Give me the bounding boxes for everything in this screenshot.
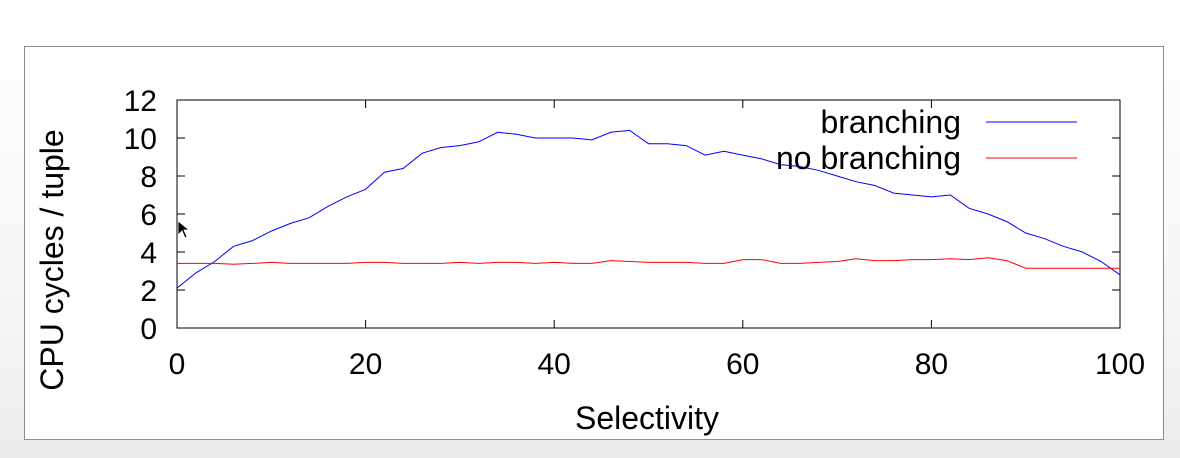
x-tick-label: 80 <box>915 348 948 381</box>
y-tick-label: 8 <box>140 161 157 194</box>
x-axis-label: Selectivity <box>575 400 719 436</box>
legend-label: branching <box>820 104 961 140</box>
legend-label: no branching <box>776 140 961 176</box>
series-line-no-branching <box>177 257 1120 269</box>
plot-area-border <box>176 99 1121 329</box>
x-tick-label: 40 <box>538 348 571 381</box>
y-tick-label: 6 <box>140 199 157 232</box>
x-tick-label: 0 <box>169 348 186 381</box>
chart-frame: 0 2 4 6 8 10 12 0 20 40 60 80 100 branching no branc… <box>24 46 1164 440</box>
mouse-cursor-icon <box>177 220 191 239</box>
x-tick-label: 100 <box>1095 348 1145 381</box>
y-tick-label: 2 <box>140 275 157 308</box>
y-tick-label: 12 <box>124 85 157 118</box>
y-axis-label: CPU cycles / tuple <box>34 129 70 390</box>
series-line-branching <box>176 129 1121 289</box>
y-tick-label: 4 <box>140 237 157 270</box>
x-tick-label: 60 <box>726 348 759 381</box>
x-tick-label: 20 <box>349 348 382 381</box>
y-tick-label: 0 <box>140 313 157 346</box>
y-tick-label: 10 <box>124 123 157 156</box>
